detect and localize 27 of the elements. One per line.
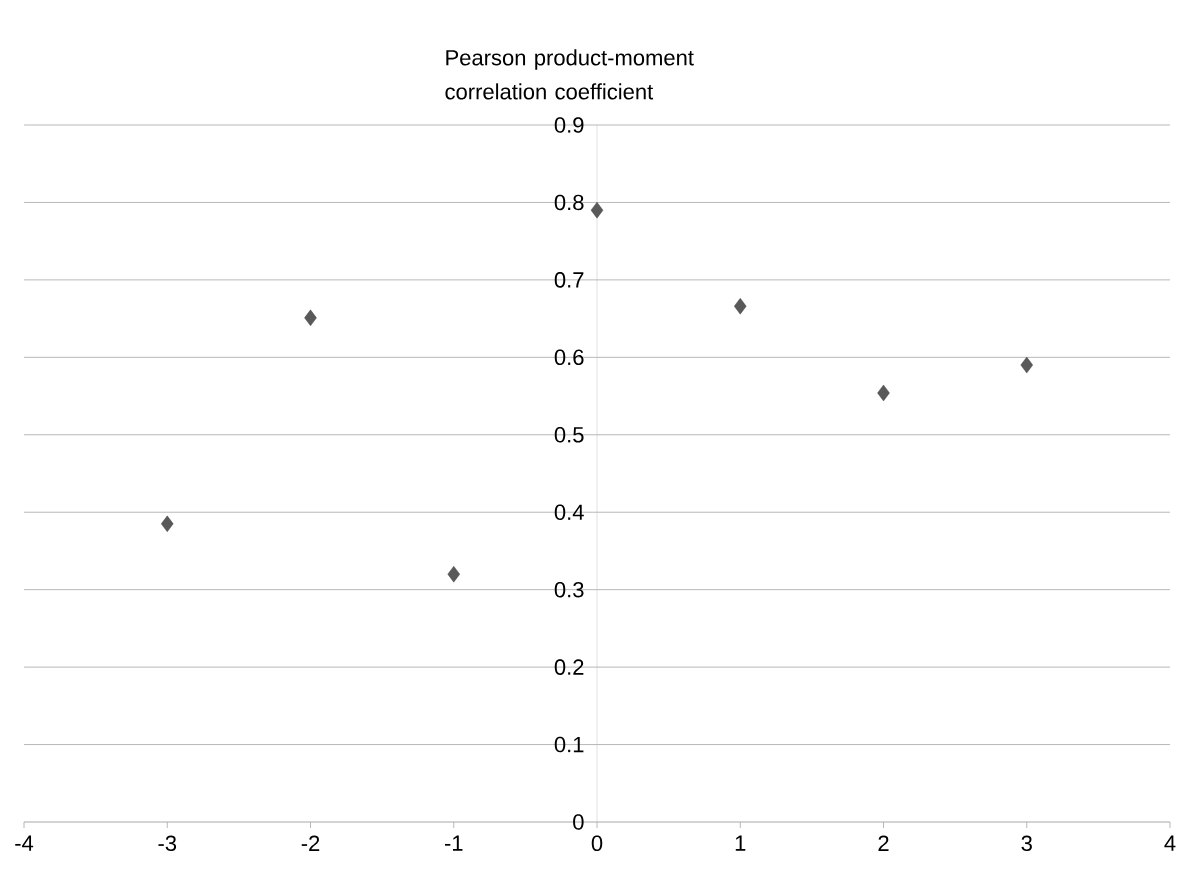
y-tick-label: 0.5 <box>554 426 584 443</box>
x-tick-label: 3 <box>1021 835 1032 852</box>
point <box>1020 356 1033 374</box>
x-tick-label: 1 <box>735 835 746 851</box>
y-tick-label: 0.1 <box>554 736 584 753</box>
point <box>447 565 460 583</box>
point <box>877 384 890 402</box>
y-tick-label: 0.3 <box>554 581 584 598</box>
point <box>304 309 317 327</box>
x-tick-label: -2 <box>301 835 320 851</box>
x-tick-label: -4 <box>15 835 34 851</box>
point <box>161 515 174 533</box>
y-tick-label: 0 <box>573 814 584 830</box>
x-tick-label: 0 <box>591 835 603 852</box>
y-tick-label: 0.2 <box>554 659 584 675</box>
y-tick-label: 0.9 <box>554 117 584 133</box>
y-tick-label: 0.7 <box>554 272 584 288</box>
y-tick-label: 0.6 <box>554 349 584 366</box>
chart-title: Pearson product-moment correlation coefficient <box>445 49 694 100</box>
point <box>734 298 747 315</box>
x-tick-label: -1 <box>444 835 463 851</box>
y-tick-label: 0.4 <box>554 504 584 521</box>
y-tick-label: 0.8 <box>554 194 584 211</box>
point <box>590 201 604 219</box>
x-tick-label: -3 <box>158 835 177 852</box>
x-tick-label: 4 <box>1164 835 1176 851</box>
x-tick-label: 2 <box>878 835 889 851</box>
